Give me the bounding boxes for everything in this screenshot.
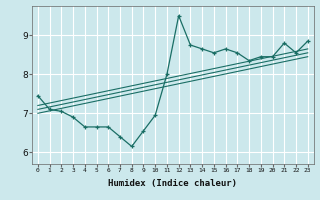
X-axis label: Humidex (Indice chaleur): Humidex (Indice chaleur) <box>108 179 237 188</box>
